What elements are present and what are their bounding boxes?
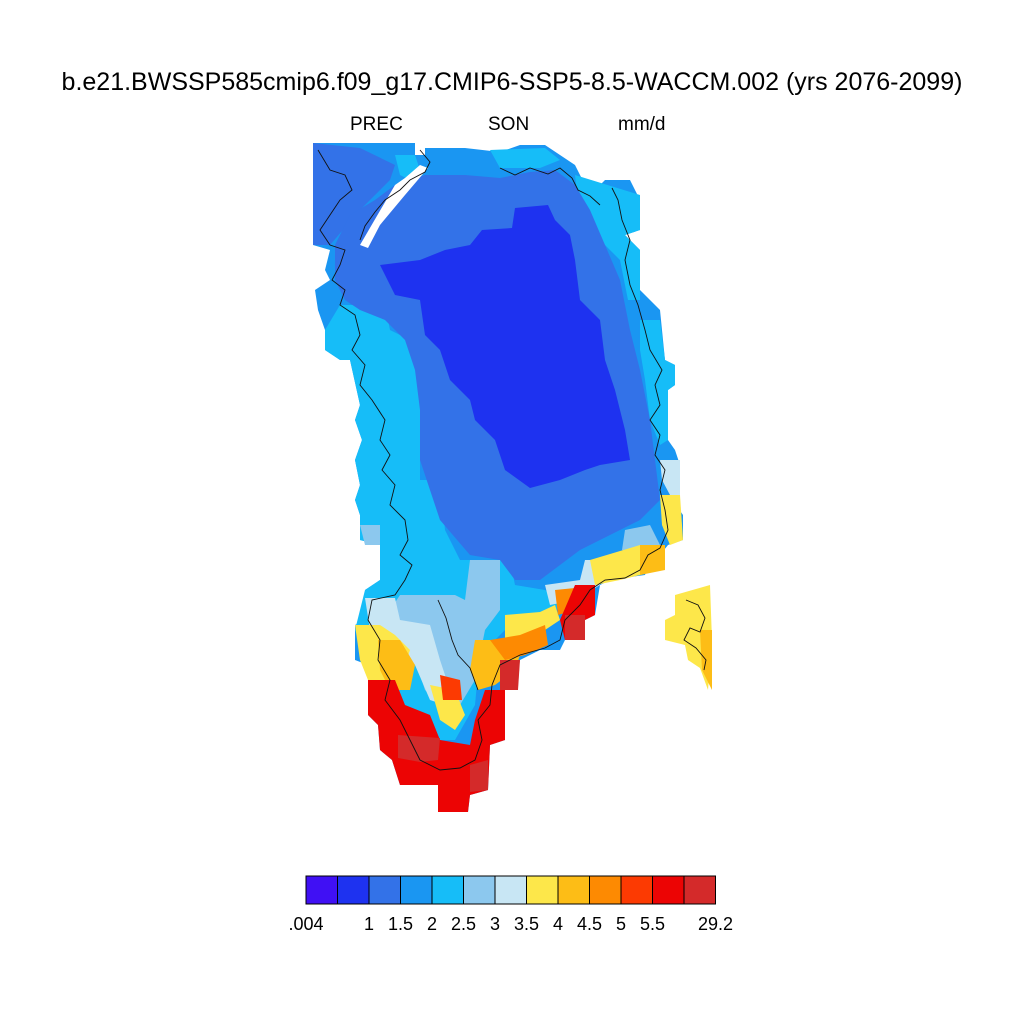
colorbar-box xyxy=(589,875,622,905)
greenland-orange-west xyxy=(378,640,415,690)
colorbar-box xyxy=(620,875,653,905)
greenland-darkred-tip xyxy=(398,735,440,762)
colorbar-tick-label: 3 xyxy=(490,914,500,934)
greenland-orange-east xyxy=(640,545,665,575)
greenland-north-edge xyxy=(490,148,560,168)
greenland-east-edge xyxy=(640,320,675,445)
map-title: b.e21.BWSSP585cmip6.f09_g17.CMIP6-SSP5-8… xyxy=(61,68,963,96)
colorbar-box xyxy=(431,875,464,905)
colorbar-tick-label: 4.5 xyxy=(577,914,602,934)
colorbar-box xyxy=(557,875,590,905)
colorbar-box xyxy=(305,875,338,905)
colorbar-box xyxy=(494,875,527,905)
greenland-darkred-tip-east xyxy=(470,760,488,792)
variable-label: PREC xyxy=(350,114,403,135)
colorbar-tick-label: 2.5 xyxy=(451,914,476,934)
ocean-gap xyxy=(360,165,428,248)
colorbar-box xyxy=(683,875,716,905)
greenland-fjord-outline xyxy=(437,599,479,691)
colorbar-tick-label: 5.5 xyxy=(640,914,665,934)
greenland-pale-margin-east xyxy=(660,460,680,495)
greenland-coastline xyxy=(317,149,669,771)
greenland-northwest-slope xyxy=(313,143,395,245)
colorbar-tick-label: 4 xyxy=(553,914,563,934)
colorbar-tick-label: 2 xyxy=(427,914,437,934)
greenland-darkred-east xyxy=(565,615,585,640)
colorbar-box xyxy=(368,875,401,905)
greenland-northeast-edge xyxy=(575,175,640,300)
greenland-west-patch xyxy=(360,525,380,545)
greenland-south-yellow xyxy=(505,605,560,640)
colorbar-tick-label: 3.5 xyxy=(514,914,539,934)
greenland-northeast-coastline xyxy=(499,167,601,206)
colorbar-tick-label: 1.5 xyxy=(388,914,413,934)
iceland-region xyxy=(665,585,712,690)
colorbar-tick-label: 1 xyxy=(364,914,374,934)
units-label: mm/d xyxy=(618,114,666,135)
colorbar-box xyxy=(463,875,496,905)
greenland-north-coastline xyxy=(359,149,431,241)
colorbar-box xyxy=(337,875,370,905)
colorbar-tick-label: .004 xyxy=(288,914,323,934)
colorbar-tick-label: 5 xyxy=(616,914,626,934)
colorbar-box xyxy=(526,875,559,905)
colorbar-tick-label: 29.2 xyxy=(698,914,733,934)
colorbar-box xyxy=(652,875,685,905)
colorbar-box xyxy=(400,875,433,905)
greenland-redorange-fjord xyxy=(440,675,462,700)
greenland-darkred-south xyxy=(500,660,520,690)
season-label: SON xyxy=(488,114,530,135)
greenland-ice-plateau xyxy=(380,205,630,488)
iceland-coastline xyxy=(683,599,707,671)
greenland-east-yellow xyxy=(660,495,683,545)
